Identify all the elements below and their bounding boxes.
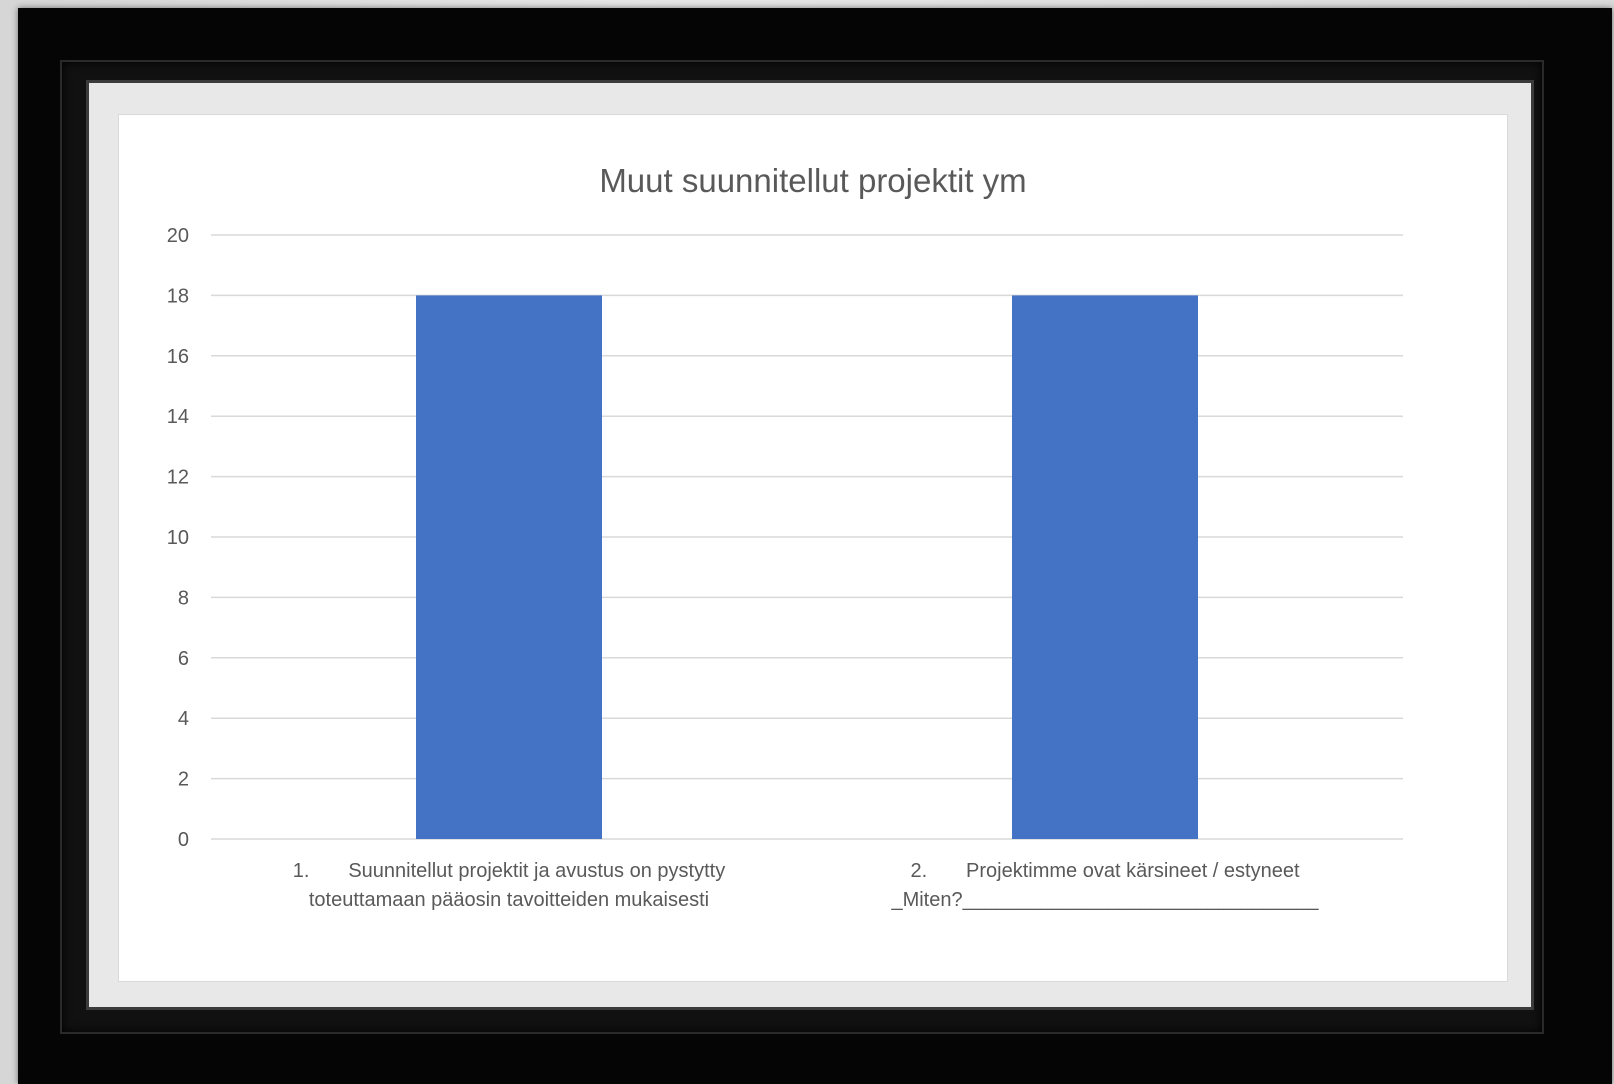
y-axis-tick-labels: 0 2 4 6 8 10 12 14 16 18 20 (167, 225, 189, 851)
y-tick-label: 6 (178, 648, 189, 670)
y-tick-label: 20 (167, 225, 189, 247)
chart-area: Muut suunnitellut projektit ym 0 2 4 6 8 10 12… (118, 114, 1508, 982)
y-tick-label: 4 (178, 708, 189, 730)
bar-chart: Muut suunnitellut projektit ym 0 2 4 6 8 10 12… (167, 162, 1403, 911)
y-tick-label: 0 (178, 829, 189, 851)
chart-title: Muut suunnitellut projektit ym (599, 162, 1026, 199)
y-tick-label: 18 (167, 285, 189, 307)
y-tick-label: 2 (178, 769, 189, 791)
category-label-2-line-1: 2. Projektimme ovat kärsineet / estyneet (910, 860, 1299, 882)
bar-2 (1012, 295, 1198, 839)
category-label-2-line-2: _Miten?________________________________ (890, 889, 1319, 911)
bar-1 (416, 295, 602, 839)
y-tick-label: 8 (178, 587, 189, 609)
category-label-1-line-2: toteuttamaan pääosin tavoitteiden mukais… (309, 889, 709, 911)
category-label-1-line-1: 1. Suunnitellut projektit ja avustus on … (293, 860, 725, 882)
y-tick-label: 16 (167, 346, 189, 368)
bars (416, 295, 1198, 839)
y-tick-label: 12 (167, 467, 189, 489)
x-axis-category-labels: 1. Suunnitellut projektit ja avustus on … (293, 860, 1320, 911)
gridlines (211, 234, 1403, 840)
y-tick-label: 14 (167, 406, 189, 428)
y-tick-label: 10 (167, 527, 189, 549)
